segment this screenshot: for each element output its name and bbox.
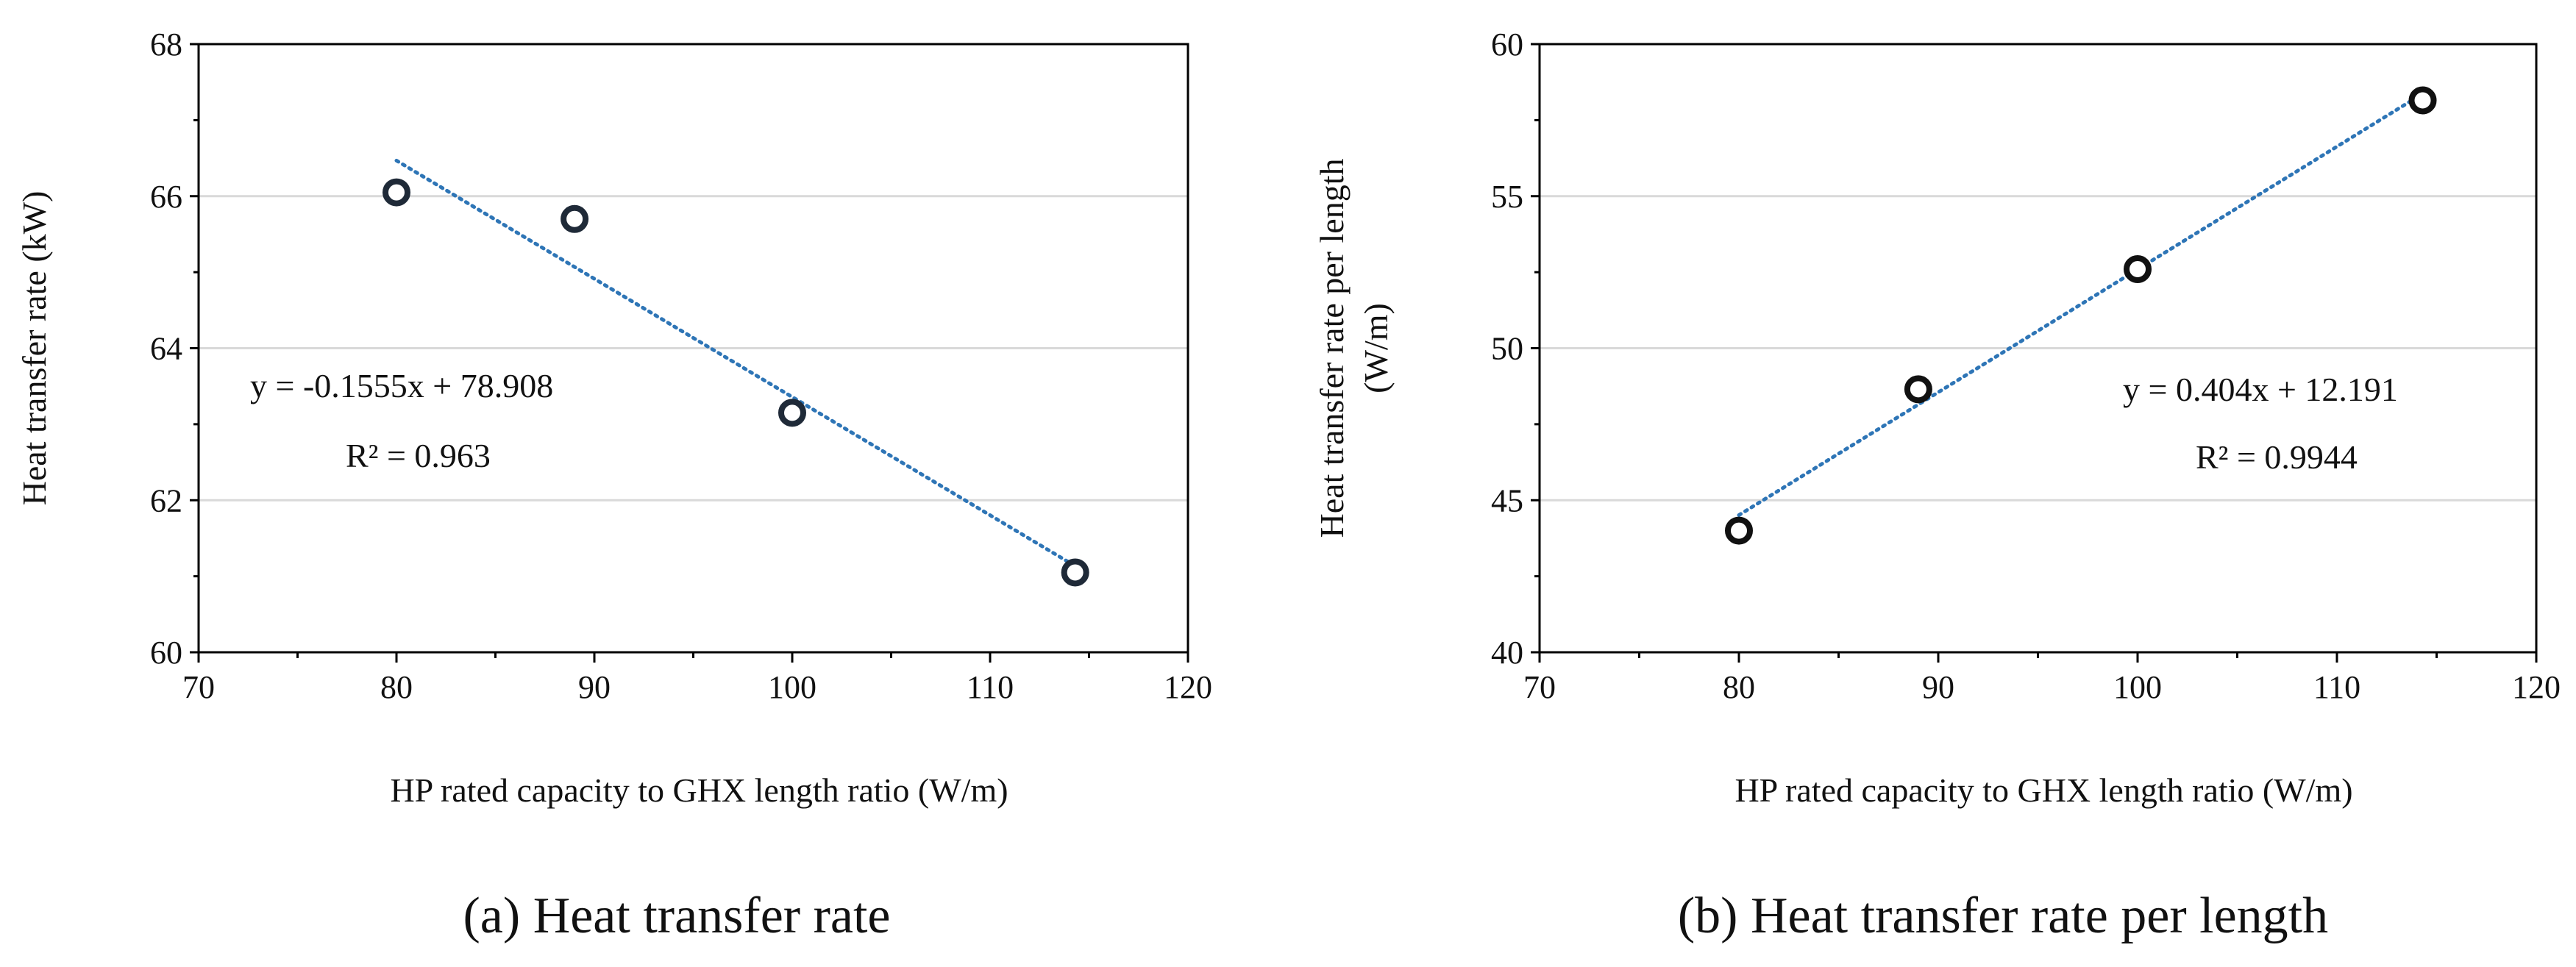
trendline-equation: y = 0.404x + 12.191 [2123,371,2398,408]
trendline [1737,91,2425,517]
chart-panel-b: 40 45 50 55 60 70 80 90 100 110 120 HP rated capac… [1288,0,2576,963]
trendline-equation: y = -0.1555x + 78.908 [250,367,553,404]
chart-panel-a: 60 62 64 66 68 70 80 90 100 110 120 Heat transfer … [0,0,1288,963]
data-point [2408,86,2437,115]
y-tick-label: 60 [1491,26,1523,63]
y-tick-label: 64 [150,331,182,367]
panel-caption: (a) Heat transfer rate [463,888,891,944]
panel-caption: (b) Heat transfer rate per length [1678,888,2328,944]
data-point [2124,254,2152,283]
y-tick-label: 40 [1491,635,1523,671]
x-tick-label: 70 [1523,669,1556,705]
trendline [394,158,1078,568]
x-tick-label: 80 [380,669,413,705]
y-tick-label: 60 [150,635,182,671]
data-point [1904,375,1932,404]
x-tick-label: 90 [578,669,611,705]
data-point [1061,558,1089,587]
data-point [561,204,589,233]
chart-a: 60 62 64 66 68 70 80 90 100 110 120 Heat transfer … [15,26,1212,944]
data-point [778,399,806,427]
x-tick-label: 70 [182,669,215,705]
r-squared-label: R² = 0.9944 [2196,438,2358,476]
x-tick-label: 100 [2113,669,2162,705]
y-axis-title-line: (W/m) [1357,303,1395,393]
y-tick-label: 55 [1491,179,1523,215]
x-tick-label: 120 [2512,669,2561,705]
x-tick-label: 90 [1922,669,1954,705]
data-point [383,178,410,207]
r-squared-label: R² = 0.963 [346,437,491,474]
y-tick-label: 45 [1491,482,1523,518]
y-axis-title-line: Heat transfer rate per length [1313,159,1351,538]
x-tick-label: 110 [2313,669,2360,705]
x-axis-title: HP rated capacity to GHX length ratio (W… [1734,771,2352,809]
x-tick-label: 80 [1723,669,1755,705]
x-tick-label: 100 [768,669,816,705]
y-tick-label: 68 [150,26,182,63]
data-point [1725,516,1753,545]
x-tick-label: 110 [967,669,1014,705]
chart-b: 40 45 50 55 60 70 80 90 100 110 120 HP rated capac… [1313,26,2561,944]
y-tick-label: 50 [1491,331,1523,367]
y-tick-label: 66 [150,179,182,215]
y-axis-title: Heat transfer rate (kW) [15,191,53,506]
y-tick-label: 62 [150,482,182,518]
x-tick-label: 120 [1164,669,1212,705]
x-axis-title: HP rated capacity to GHX length ratio (W… [390,771,1008,809]
